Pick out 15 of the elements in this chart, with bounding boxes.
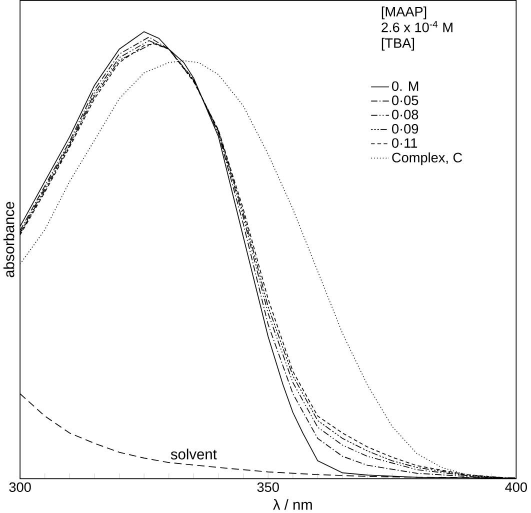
legend-label: 0·11 xyxy=(392,138,418,148)
x-tick-label: 300 xyxy=(9,482,31,492)
annotation: solvent xyxy=(170,448,217,460)
annotation: 2.6 x 10$^{-4}$ M xyxy=(382,20,452,32)
x-tick-label: 400 xyxy=(505,482,527,492)
legend-label: 0·05 xyxy=(392,95,418,106)
legend-label: 0. M xyxy=(392,81,418,91)
legend-label: Complex, C xyxy=(392,152,462,165)
x-tick-label: 350 xyxy=(257,482,279,492)
legend-label: 0·08 xyxy=(392,110,418,120)
legend-label: 0·09 xyxy=(392,124,418,134)
y-axis-title: absorbance xyxy=(3,202,14,278)
x-axis-title: λ / nm xyxy=(273,498,312,510)
text: [MAAP] xyxy=(382,6,426,20)
legend-title: [TBA] xyxy=(382,38,414,50)
